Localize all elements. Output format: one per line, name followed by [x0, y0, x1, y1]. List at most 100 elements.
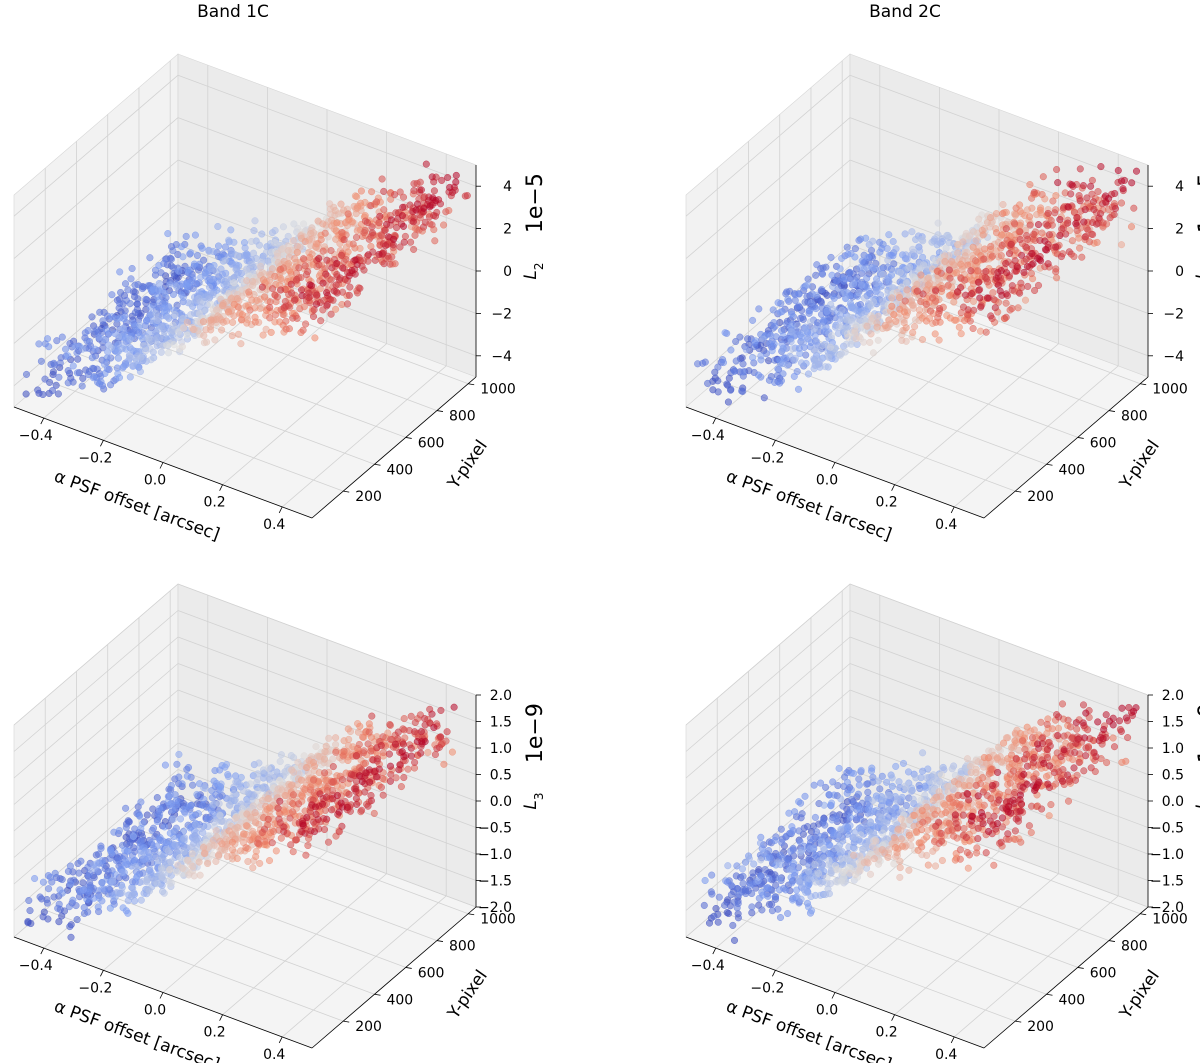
data-point — [187, 300, 195, 308]
data-point — [452, 178, 460, 186]
data-point — [44, 915, 52, 923]
data-point — [89, 374, 97, 382]
data-point — [909, 245, 917, 253]
data-point — [1068, 237, 1076, 245]
data-point — [249, 281, 257, 290]
data-point — [333, 791, 341, 799]
data-point — [444, 173, 452, 182]
data-point — [1064, 219, 1072, 227]
data-point — [286, 814, 294, 822]
data-point — [315, 261, 323, 269]
data-point — [417, 727, 425, 736]
data-point — [142, 295, 150, 303]
data-point — [155, 261, 163, 270]
x-tick-label: 0.0 — [144, 1003, 166, 1019]
data-point — [231, 796, 239, 804]
data-point — [744, 335, 752, 343]
data-point — [302, 763, 310, 772]
data-point — [113, 315, 121, 323]
data-point — [105, 329, 113, 337]
data-point — [293, 248, 301, 256]
data-point — [317, 317, 325, 325]
data-point — [902, 251, 910, 259]
data-point — [938, 284, 946, 293]
x-tick-label: −0.4 — [691, 428, 725, 444]
data-point — [802, 351, 810, 359]
data-point — [992, 274, 1000, 282]
y-axis-label: Y-pixel — [443, 966, 491, 1023]
z-tick-label: 2.0 — [490, 688, 512, 704]
data-point — [810, 781, 818, 789]
data-point — [280, 827, 288, 836]
data-point — [964, 306, 972, 314]
data-point — [382, 242, 390, 250]
data-point — [386, 720, 394, 729]
data-point — [911, 322, 919, 331]
data-point — [201, 784, 209, 792]
data-point — [1011, 220, 1019, 228]
data-point — [431, 751, 439, 759]
data-point — [353, 204, 361, 212]
data-point — [994, 281, 1002, 289]
z-tick-label: −0.5 — [478, 821, 512, 837]
data-point — [49, 368, 57, 376]
data-point — [813, 338, 821, 346]
y-tick-label: 1000 — [480, 382, 516, 398]
data-point — [110, 828, 118, 836]
data-point — [239, 830, 247, 838]
data-point — [969, 324, 977, 333]
data-point — [229, 846, 237, 854]
data-point — [972, 257, 980, 265]
data-point — [1002, 225, 1010, 233]
data-point — [840, 288, 848, 296]
data-point — [380, 187, 388, 195]
data-point — [835, 764, 843, 772]
data-point — [1016, 228, 1024, 236]
data-point — [1023, 723, 1031, 731]
data-point — [885, 231, 893, 239]
data-point — [174, 328, 182, 336]
data-point — [1007, 240, 1015, 248]
data-point — [934, 219, 942, 227]
z-axis-label: L2 — [1193, 262, 1200, 279]
data-point — [998, 241, 1006, 249]
data-point — [289, 848, 297, 856]
data-point — [992, 229, 1001, 237]
data-point — [24, 917, 32, 926]
data-point — [1080, 218, 1088, 226]
data-point — [99, 344, 107, 352]
data-point — [869, 349, 877, 357]
data-point — [146, 303, 154, 311]
data-point — [899, 759, 908, 767]
data-point — [784, 295, 792, 303]
data-point — [156, 811, 164, 819]
data-point — [228, 332, 236, 340]
data-point — [279, 223, 287, 231]
data-point — [349, 240, 357, 248]
data-point — [221, 243, 229, 251]
data-point — [164, 349, 173, 357]
data-point — [1109, 734, 1117, 742]
data-point — [345, 790, 353, 798]
data-point — [987, 242, 995, 250]
data-point — [312, 240, 321, 248]
data-point — [365, 720, 373, 728]
data-point — [155, 856, 163, 864]
data-point — [732, 337, 740, 346]
data-point — [844, 250, 852, 258]
data-point — [767, 331, 775, 340]
data-point — [1028, 734, 1037, 742]
data-point — [797, 359, 806, 367]
data-point — [892, 245, 900, 253]
column-title-band-2c: Band 2C — [869, 2, 941, 22]
data-point — [1065, 248, 1073, 256]
data-point — [996, 287, 1004, 295]
data-point — [265, 794, 273, 803]
data-point — [327, 276, 335, 284]
data-point — [357, 187, 365, 195]
data-point — [892, 762, 900, 770]
data-point — [303, 814, 311, 822]
data-point — [386, 762, 395, 770]
data-point — [340, 206, 348, 214]
data-point — [242, 844, 250, 852]
